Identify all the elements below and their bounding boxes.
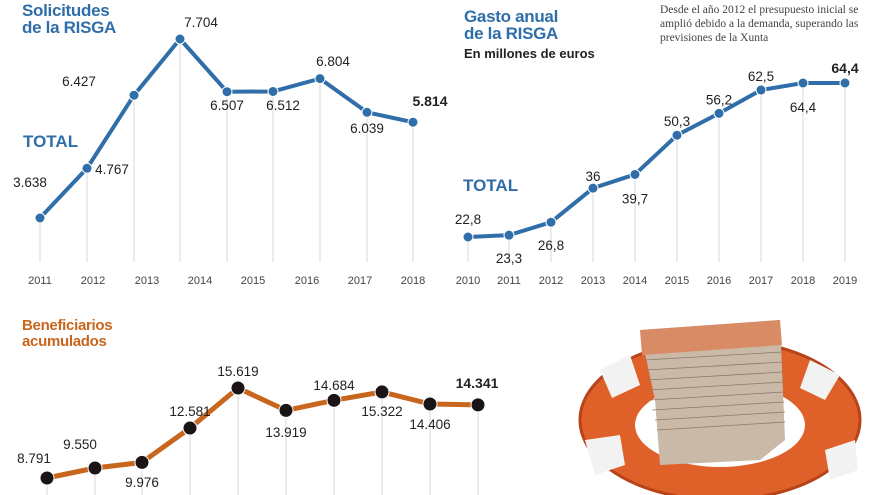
chart2-data-point [755, 84, 767, 96]
chart3-value-label: 14.406 [409, 417, 450, 432]
chart2-x-tick-label: 2019 [833, 275, 857, 287]
chart3-data-point [326, 392, 342, 408]
chart1-x-tick-label: 2018 [401, 275, 425, 287]
chart3-data-point [39, 470, 55, 486]
chart2-value-label: 56,2 [706, 92, 732, 107]
chart1-data-point [314, 73, 326, 85]
chart2-data-point [713, 107, 725, 119]
chart1-title-line2: de la RISGA [22, 18, 117, 37]
chart3-data-point [278, 402, 294, 418]
chart2-data-point [629, 168, 641, 180]
chart2-value-label: 26,8 [538, 238, 564, 253]
chart1-value-label: 6.512 [266, 98, 300, 113]
chart1-x-tick-label: 2016 [295, 275, 319, 287]
chart1-data-point [34, 212, 46, 224]
chart3-value-label: 15.619 [217, 364, 258, 379]
chart2-x-tick-label: 2017 [749, 275, 773, 287]
chart2-data-point [503, 229, 515, 241]
chart1-data-point [128, 89, 140, 101]
chart2-value-label: 23,3 [496, 251, 522, 266]
chart1-data-point [407, 116, 419, 128]
chart3-value-label: 14.341 [456, 375, 499, 391]
chart1-data-point [81, 162, 93, 174]
chart3-title: Beneficiarios acumulados [22, 317, 113, 350]
chart1-value-label: 6.507 [210, 98, 244, 113]
chart3-value-label: 13.919 [265, 425, 306, 440]
chart2-x-tick-label: 2018 [791, 275, 815, 287]
chart1-value-label: 3.638 [13, 175, 47, 190]
buoy-stripe [825, 440, 858, 480]
chart2-title-line1: Gasto anual [464, 7, 559, 26]
chart3-data-point [470, 397, 486, 413]
chart3-data-point [87, 460, 103, 476]
chart3-value-label: 15.322 [361, 404, 402, 419]
chart1-data-point [221, 86, 233, 98]
chart2-x-tick-label: 2014 [623, 275, 647, 287]
chart3-title-line1: Beneficiarios [22, 317, 113, 334]
chart1-value-label: 5.814 [412, 93, 447, 109]
buoy-stripe [600, 355, 640, 398]
chart3-value-label: 14.684 [313, 378, 355, 393]
chart2-data-point [462, 231, 474, 243]
chart1-data-point [361, 106, 373, 118]
chart2-total-label: TOTAL [463, 176, 519, 195]
chart2-data-point [671, 129, 683, 141]
chart3-series-line [46, 385, 479, 481]
chart2-data-point [545, 216, 557, 228]
chart2-value-label: 22,8 [455, 212, 481, 227]
chart2-x-tick-label: 2013 [581, 275, 605, 287]
chart1-data-point [267, 85, 279, 97]
chart2-value-label: 62,5 [748, 69, 774, 84]
chart2-x-tick-label: 2012 [539, 275, 563, 287]
chart3-value-label: 9.976 [125, 475, 159, 490]
chart2-subtitle: En millones de euros [464, 46, 595, 61]
chart1-x-tick-label: 2015 [241, 275, 265, 287]
chart1-total-label: TOTAL [23, 132, 79, 151]
buoy-stripe [800, 360, 840, 400]
chart3-title-line2: acumulados [22, 333, 107, 350]
chart1-x-tick-label: 2013 [135, 275, 159, 287]
chart2-data-point [839, 77, 851, 89]
chart3-value-label: 9.550 [63, 437, 97, 452]
chart1-x-tick-label: 2017 [348, 275, 372, 287]
chart2-value-label: 64,4 [831, 60, 858, 76]
chart3-data-point [230, 380, 246, 396]
chart2-value-label: 64,4 [790, 100, 817, 115]
chart1-value-label: 6.039 [350, 121, 384, 136]
chart1-x-tick-label: 2012 [81, 275, 105, 287]
chart2-x-tick-label: 2010 [456, 275, 480, 287]
chart1-x-tick-label: 2011 [28, 275, 52, 287]
chart2-data-point [587, 182, 599, 194]
chart2-title: Gasto anual de la RISGA [464, 8, 558, 42]
chart3-data-point [182, 420, 198, 436]
chart2-value-label: 36 [585, 169, 600, 184]
chart1-x-tick-label: 2014 [188, 275, 212, 287]
chart2-series-line [467, 81, 845, 239]
chart1-title: Solicitudes de la RISGA [22, 2, 116, 36]
chart2-value-label: 39,7 [622, 191, 648, 206]
chart1-value-label: 7.704 [184, 15, 218, 30]
chart2-data-point [797, 77, 809, 89]
chart2-title-line2: de la RISGA [464, 24, 559, 43]
chart1-value-label: 6.427 [62, 74, 96, 89]
chart2-x-tick-label: 2016 [707, 275, 731, 287]
chart1-value-label: 4.767 [95, 162, 129, 177]
chart3-data-point [134, 454, 150, 470]
chart2-x-tick-label: 2015 [665, 275, 689, 287]
chart3-value-label: 8.791 [17, 451, 51, 466]
chart1-value-label: 6.804 [316, 54, 350, 69]
chart1-data-point [174, 33, 186, 45]
chart1-title-line1: Solicitudes [22, 1, 110, 20]
chart3-value-label: 12.581 [169, 404, 210, 419]
chart2-x-tick-label: 2011 [497, 275, 521, 287]
chart2-value-label: 50,3 [664, 114, 690, 129]
chart2-note: Desde el año 2012 el presupuesto inicial… [660, 4, 859, 44]
buoy-stripe [585, 435, 625, 475]
chart3-data-point [422, 396, 438, 412]
chart3-data-point [374, 384, 390, 400]
